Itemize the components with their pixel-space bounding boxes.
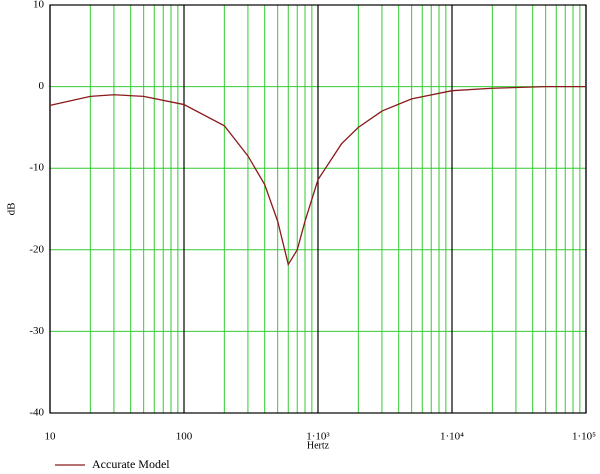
y-tick-label: -40 [29, 407, 44, 419]
y-tick-label: -20 [29, 243, 44, 255]
plot-frame [49, 4, 587, 414]
x-tick-label: 10 [45, 431, 57, 443]
legend-label: Accurate Model [92, 457, 170, 471]
x-axis-label: Hertz [307, 440, 330, 451]
x-tick-label: 1·10⁵ [572, 431, 596, 443]
y-tick-label: 0 [39, 80, 45, 92]
x-tick-label: 100 [176, 431, 193, 443]
x-tick-label: 1·10⁴ [440, 431, 464, 443]
data-line [49, 85, 586, 267]
y-tick-label: 10 [33, 0, 45, 11]
y-axis-label: dB [6, 203, 18, 216]
x-tick-label: 1·10³ [306, 431, 330, 443]
y-tick-label: -30 [29, 325, 44, 337]
y-tick-label: -10 [29, 162, 44, 174]
